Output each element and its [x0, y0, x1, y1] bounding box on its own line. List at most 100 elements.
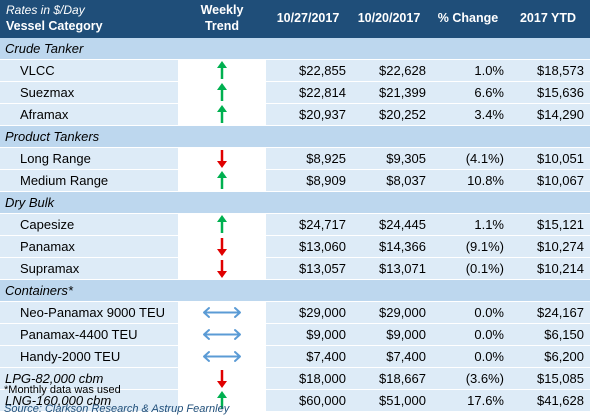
vessel-label: Panamax-4400 TEU — [20, 327, 138, 342]
table-row: Neo-Panamax 9000 TEU $29,000 $29,000 0.0% $2… — [0, 302, 590, 324]
vessel-category-header: Vessel Category — [6, 19, 103, 33]
percent-change: (9.1%) — [465, 239, 504, 254]
percent-change: (0.1%) — [465, 261, 504, 276]
date1-header: 10/27/2017 — [276, 11, 340, 25]
vessel-label: Medium Range — [20, 173, 109, 188]
percent-change: 17.6% — [467, 393, 504, 408]
vessel-label: Neo-Panamax 9000 TEU — [20, 305, 166, 320]
rate-previous: $20,252 — [379, 107, 426, 122]
table-row: LPG-82,000 cbm $18,000 $18,667 (3.6%) $15,08… — [0, 368, 590, 390]
vessel-label: LPG-82,000 cbm — [5, 371, 104, 386]
percent-change: 6.6% — [474, 85, 504, 100]
arrow-left-right-icon — [203, 329, 241, 340]
ytd-rate: $14,290 — [537, 107, 584, 122]
ytd-rate: $6,150 — [544, 327, 584, 342]
arrow-left-right-icon — [203, 351, 241, 362]
trend-cell — [178, 390, 266, 411]
rate-previous: $29,000 — [379, 305, 426, 320]
trend-cell — [178, 170, 266, 191]
section-row: Product Tankers — [0, 126, 590, 148]
rate-previous: $13,071 — [379, 261, 426, 276]
date2-header: 10/20/2017 — [357, 11, 421, 25]
table-row: LNG-160,000 cbm $60,000 $51,000 17.6% $41,62… — [0, 390, 590, 412]
trend-cell — [178, 324, 266, 345]
section-row: Containers* — [0, 280, 590, 302]
arrow-up-icon — [217, 215, 227, 233]
rate-previous: $14,366 — [379, 239, 426, 254]
trend-cell — [178, 214, 266, 235]
percent-change: 10.8% — [467, 173, 504, 188]
rate-current: $9,000 — [306, 327, 346, 342]
arrow-up-icon — [217, 61, 227, 79]
rate-current: $8,925 — [306, 151, 346, 166]
arrow-down-icon — [217, 150, 227, 168]
arrow-down-icon — [217, 260, 227, 278]
weekly-trend-header-line2: Trend — [204, 19, 240, 33]
arrow-up-icon — [217, 171, 227, 189]
percent-change: 0.0% — [474, 327, 504, 342]
ytd-rate: $6,200 — [544, 349, 584, 364]
rate-previous: $24,445 — [379, 217, 426, 232]
ytd-rate: $15,121 — [537, 217, 584, 232]
rate-current: $22,814 — [299, 85, 346, 100]
rate-previous: $22,628 — [379, 63, 426, 78]
rates-unit-label: Rates in $/Day — [6, 3, 85, 17]
table-row: Panamax-4400 TEU $9,000 $9,000 0.0% $6,150 — [0, 324, 590, 346]
percent-change: 1.0% — [474, 63, 504, 78]
rate-current: $8,909 — [306, 173, 346, 188]
table-row: Handy-2000 TEU $7,400 $7,400 0.0% $6,200 — [0, 346, 590, 368]
rate-current: $13,060 — [299, 239, 346, 254]
table-row: VLCC $22,855 $22,628 1.0% $18,573 — [0, 60, 590, 82]
ytd-rate: $10,067 — [537, 173, 584, 188]
section-label: Containers* — [5, 283, 73, 298]
table-row: Medium Range $8,909 $8,037 10.8% $10,067 — [0, 170, 590, 192]
source-note: Source: Clarkson Research & Astrup Fearn… — [4, 403, 230, 415]
ytd-rate: $10,051 — [537, 151, 584, 166]
vessel-label: Panamax — [20, 239, 75, 254]
percent-change: 0.0% — [474, 349, 504, 364]
rate-current: $7,400 — [306, 349, 346, 364]
table-row: Supramax $13,057 $13,071 (0.1%) $10,214 — [0, 258, 590, 280]
vessel-label: Aframax — [20, 107, 69, 122]
percent-change: 0.0% — [474, 305, 504, 320]
section-label: Dry Bulk — [5, 195, 55, 210]
trend-cell — [178, 302, 266, 323]
vessel-label: Supramax — [20, 261, 80, 276]
rate-previous: $21,399 — [379, 85, 426, 100]
ytd-rate: $18,573 — [537, 63, 584, 78]
ytd-header: 2017 YTD — [519, 11, 577, 25]
footnote-monthly: *Monthly data was used — [4, 384, 121, 396]
weekly-trend-header-line1: Weekly — [200, 3, 244, 17]
table-header: Rates in $/Day Vessel Category Weekly Tr… — [0, 0, 590, 38]
table-row: Panamax $13,060 $14,366 (9.1%) $10,274 — [0, 236, 590, 258]
change-header: % Change — [437, 11, 499, 25]
ytd-rate: $41,628 — [537, 393, 584, 408]
vessel-label: LNG-160,000 cbm — [5, 393, 112, 408]
ytd-rate: $15,636 — [537, 85, 584, 100]
percent-change: (3.6%) — [465, 371, 504, 386]
arrow-up-icon — [217, 391, 227, 409]
arrow-down-icon — [217, 370, 227, 388]
section-row: Crude Tanker — [0, 38, 590, 60]
section-row: Dry Bulk — [0, 192, 590, 214]
vessel-label: Suezmax — [20, 85, 75, 100]
ytd-rate: $10,274 — [537, 239, 584, 254]
rate-current: $22,855 — [299, 63, 346, 78]
trend-cell — [178, 60, 266, 81]
section-label: Crude Tanker — [5, 41, 84, 56]
arrow-up-icon — [217, 105, 227, 123]
arrow-down-icon — [217, 238, 227, 256]
percent-change: 3.4% — [474, 107, 504, 122]
table-row: Suezmax $22,814 $21,399 6.6% $15,636 — [0, 82, 590, 104]
trend-cell — [178, 148, 266, 169]
percent-change: (4.1%) — [465, 151, 504, 166]
arrow-left-right-icon — [203, 307, 241, 318]
rate-current: $20,937 — [299, 107, 346, 122]
ytd-rate: $24,167 — [537, 305, 584, 320]
rate-previous: $9,305 — [386, 151, 426, 166]
table-row: Capesize $24,717 $24,445 1.1% $15,121 — [0, 214, 590, 236]
rate-previous: $8,037 — [386, 173, 426, 188]
table-row: Aframax $20,937 $20,252 3.4% $14,290 — [0, 104, 590, 126]
rate-current: $13,057 — [299, 261, 346, 276]
trend-cell — [178, 82, 266, 103]
